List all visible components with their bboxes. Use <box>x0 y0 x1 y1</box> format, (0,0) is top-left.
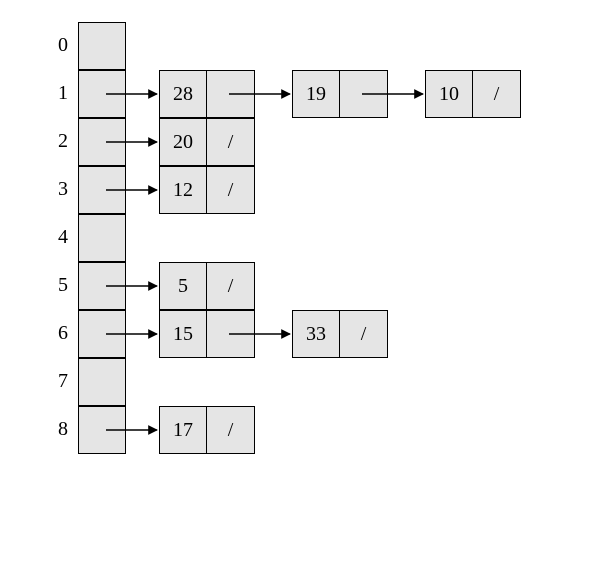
node-value: 5 <box>159 262 207 310</box>
chain-node: 19 <box>292 70 388 118</box>
slot-index: 7 <box>48 370 68 393</box>
slot-index: 5 <box>48 274 68 297</box>
node-terminator: / <box>207 406 255 454</box>
hash-table-diagram: 01281910/220/312/455/61533/7817/ <box>0 0 600 565</box>
node-terminator: / <box>340 310 388 358</box>
array-slot <box>78 22 126 70</box>
slot-index: 4 <box>48 226 68 249</box>
slot-index: 1 <box>48 82 68 105</box>
node-value: 17 <box>159 406 207 454</box>
chain-node: 28 <box>159 70 255 118</box>
chain-node: 12/ <box>159 166 255 214</box>
array-slot <box>78 70 126 118</box>
array-slot <box>78 118 126 166</box>
chain-node: 17/ <box>159 406 255 454</box>
node-next <box>207 70 255 118</box>
node-terminator: / <box>207 118 255 166</box>
chain-node: 15 <box>159 310 255 358</box>
array-slot <box>78 214 126 262</box>
node-next <box>340 70 388 118</box>
node-terminator: / <box>207 166 255 214</box>
slot-index: 0 <box>48 34 68 57</box>
node-value: 20 <box>159 118 207 166</box>
node-value: 10 <box>425 70 473 118</box>
node-value: 19 <box>292 70 340 118</box>
chain-node: 33/ <box>292 310 388 358</box>
node-next <box>207 310 255 358</box>
array-slot <box>78 166 126 214</box>
chain-node: 20/ <box>159 118 255 166</box>
slot-index: 2 <box>48 130 68 153</box>
chain-node: 10/ <box>425 70 521 118</box>
node-value: 12 <box>159 166 207 214</box>
node-terminator: / <box>207 262 255 310</box>
chain-node: 5/ <box>159 262 255 310</box>
slot-index: 3 <box>48 178 68 201</box>
slot-index: 8 <box>48 418 68 441</box>
array-slot <box>78 406 126 454</box>
array-slot <box>78 358 126 406</box>
slot-index: 6 <box>48 322 68 345</box>
array-slot <box>78 262 126 310</box>
node-value: 15 <box>159 310 207 358</box>
node-value: 33 <box>292 310 340 358</box>
node-terminator: / <box>473 70 521 118</box>
node-value: 28 <box>159 70 207 118</box>
array-slot <box>78 310 126 358</box>
